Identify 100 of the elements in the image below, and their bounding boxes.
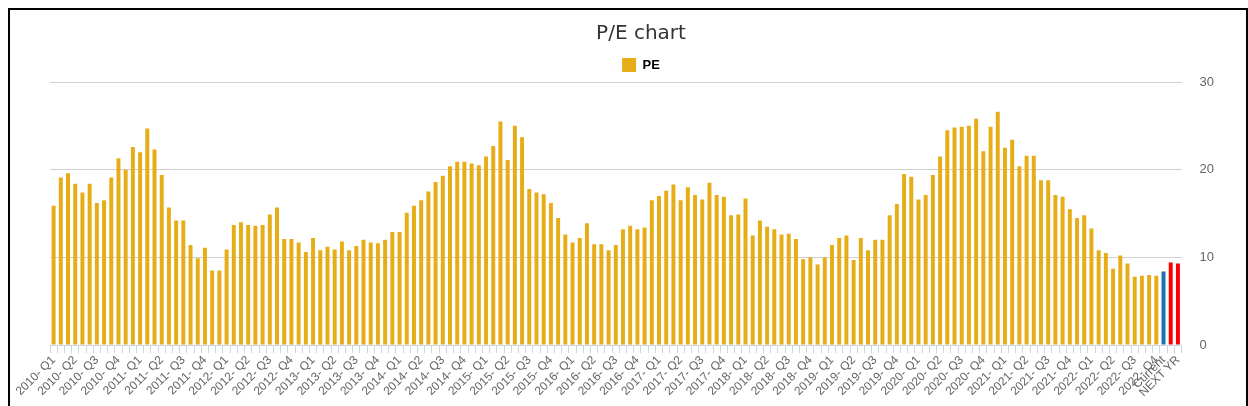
bar xyxy=(894,203,899,345)
bar xyxy=(339,241,344,345)
bar xyxy=(123,169,128,345)
bar xyxy=(195,258,200,345)
bar xyxy=(866,250,871,345)
bar xyxy=(570,242,575,345)
bar xyxy=(448,166,452,345)
bar xyxy=(966,125,971,345)
bar xyxy=(1096,250,1101,345)
bar xyxy=(505,160,510,345)
bar xyxy=(224,249,229,345)
bar xyxy=(563,234,568,345)
bar xyxy=(974,118,979,345)
bar xyxy=(58,177,63,345)
bar xyxy=(678,200,683,345)
bar xyxy=(397,231,402,345)
bar xyxy=(1132,276,1137,345)
bar xyxy=(267,214,272,345)
bar xyxy=(1075,217,1080,345)
bar xyxy=(239,222,243,345)
bar xyxy=(880,239,885,345)
bar xyxy=(94,203,99,345)
bar xyxy=(1060,196,1065,345)
bar xyxy=(1161,271,1166,345)
bar xyxy=(548,203,553,345)
bar xyxy=(174,220,179,345)
bar xyxy=(512,125,517,345)
bar xyxy=(1154,275,1159,345)
bar xyxy=(930,174,935,345)
bar xyxy=(909,176,914,345)
bar xyxy=(347,250,352,345)
bar xyxy=(988,126,993,345)
bar xyxy=(1111,268,1116,345)
bar xyxy=(296,242,301,345)
bar xyxy=(145,128,150,345)
bar xyxy=(801,259,806,345)
bar xyxy=(159,174,164,345)
bar xyxy=(130,146,135,345)
bar xyxy=(772,229,777,345)
bar xyxy=(498,121,503,345)
bar xyxy=(916,199,921,345)
bar xyxy=(109,177,114,345)
bar xyxy=(375,243,380,345)
bar xyxy=(822,257,827,345)
bar xyxy=(808,257,813,345)
bar xyxy=(332,249,337,345)
legend-label: PE xyxy=(642,56,661,72)
bar xyxy=(202,247,207,345)
bar xyxy=(1139,275,1144,345)
bar xyxy=(707,182,712,345)
bar xyxy=(368,242,373,345)
bar xyxy=(51,205,56,345)
bar xyxy=(325,246,330,345)
bar xyxy=(66,173,70,345)
bar xyxy=(714,195,719,345)
bar xyxy=(411,205,416,345)
bar xyxy=(793,238,798,345)
bar xyxy=(981,151,986,345)
bar xyxy=(628,225,633,345)
bar xyxy=(166,207,171,345)
bar xyxy=(959,126,964,345)
bar xyxy=(311,238,316,345)
bar xyxy=(469,163,474,345)
bar xyxy=(181,220,186,345)
bar xyxy=(649,200,654,345)
bar xyxy=(1046,180,1051,345)
bar xyxy=(750,235,755,345)
bar xyxy=(815,264,820,345)
bar xyxy=(210,270,215,345)
bar xyxy=(231,224,236,345)
bar xyxy=(1147,274,1152,345)
bar xyxy=(621,229,625,345)
bar xyxy=(584,223,589,345)
bar xyxy=(520,137,525,345)
bar xyxy=(419,200,424,345)
bar xyxy=(476,165,481,345)
bar xyxy=(138,152,143,345)
bar xyxy=(851,259,856,345)
bar xyxy=(455,161,460,345)
bar xyxy=(354,245,359,345)
bar xyxy=(556,217,561,345)
bar xyxy=(599,244,604,345)
bar xyxy=(721,196,726,345)
bar xyxy=(275,207,280,345)
bar xyxy=(671,184,676,345)
bar xyxy=(433,181,438,345)
bar xyxy=(440,175,445,345)
bar xyxy=(390,231,395,345)
bar xyxy=(844,235,849,345)
bar xyxy=(902,174,907,345)
bar xyxy=(1053,195,1058,345)
bar xyxy=(693,195,698,345)
bar xyxy=(1039,180,1043,345)
bar xyxy=(779,234,784,345)
bar xyxy=(830,245,834,345)
bar xyxy=(1103,252,1108,345)
bar xyxy=(1031,155,1036,345)
bar xyxy=(592,244,597,345)
bar xyxy=(786,233,791,345)
bar xyxy=(217,270,222,345)
